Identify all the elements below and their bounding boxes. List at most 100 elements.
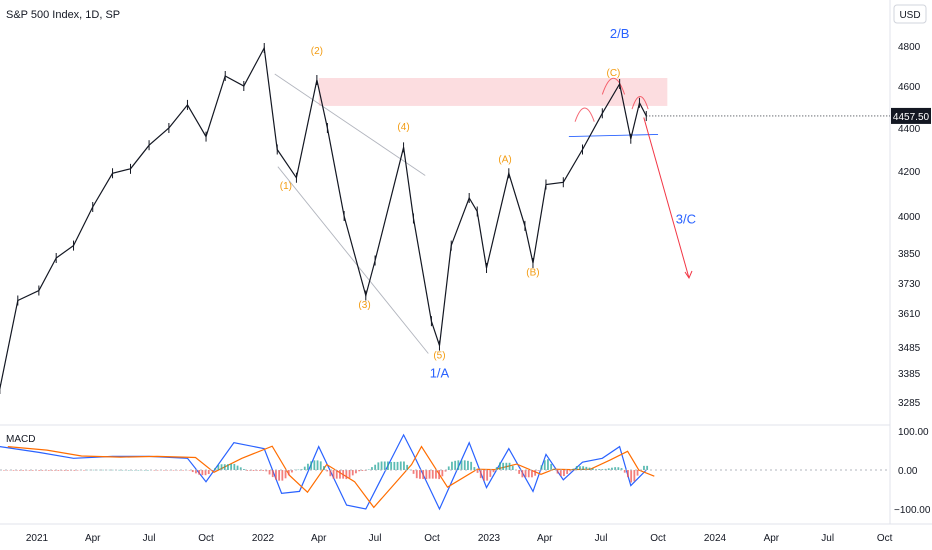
macd-histogram-bar: [3, 470, 5, 471]
macd-histogram-bar: [572, 468, 575, 470]
macd-histogram-bar: [220, 464, 223, 470]
macd-histogram-bar: [422, 470, 425, 479]
macd-histogram-bar: [246, 470, 249, 471]
macd-histogram-bar: [499, 462, 501, 470]
time-tick: Oct: [877, 533, 893, 544]
macd-histogram-bar: [204, 470, 207, 476]
macd-histogram-bar: [188, 470, 191, 471]
macd-histogram-bar: [521, 470, 524, 478]
macd-axis-labels: 100.00 0.00 −100.00: [0, 427, 931, 516]
time-tick: Jul: [821, 533, 834, 544]
macd-histogram-bar: [620, 468, 623, 470]
macd-histogram-bar: [271, 470, 274, 478]
macd-histogram-bar: [483, 470, 485, 481]
macd-histogram-bar: [518, 470, 521, 474]
macd-histogram-bar: [73, 470, 76, 471]
macd-histogram-bar: [275, 470, 277, 480]
macd-histogram-bar: [419, 470, 421, 479]
price-tick: 3730: [898, 279, 921, 290]
macd-histogram-bar: [479, 470, 482, 479]
time-tick: Oct: [198, 533, 214, 544]
head-arc: [601, 77, 626, 95]
price-series-layer: [0, 43, 647, 394]
macd-histogram-bar: [108, 469, 111, 471]
macd-histogram-bar: [569, 470, 572, 472]
macd-histogram-bar: [252, 470, 255, 471]
macd-histogram-bar: [287, 470, 290, 476]
macd-histogram-bar: [223, 464, 226, 470]
macd-histogram-bar: [28, 470, 31, 471]
macd-histogram-bar: [217, 464, 220, 470]
wave-label: (1): [280, 181, 292, 192]
macd-histogram-bar: [284, 470, 287, 479]
time-tick: Apr: [311, 533, 327, 544]
macd-histogram-bar: [534, 470, 537, 476]
macd-histogram-bar: [265, 470, 268, 472]
macd-histogram-bar: [22, 470, 25, 471]
wave-label: (4): [397, 122, 409, 133]
macd-histogram-bar: [342, 470, 345, 479]
macd-histogram-bar: [390, 461, 393, 470]
macd-histogram-bar: [12, 470, 15, 471]
macd-histogram-bar: [550, 463, 553, 470]
macd-histogram-bar: [63, 470, 66, 471]
macd-histogram-bar: [102, 469, 105, 471]
macd-histogram-bar: [127, 470, 130, 471]
macd-histogram-bar: [310, 461, 313, 470]
macd-histogram-bar: [428, 470, 431, 479]
macd-histogram-bar: [38, 470, 41, 471]
currency-button[interactable]: USD: [893, 4, 927, 24]
price-tick: 4000: [898, 212, 921, 223]
macd-histogram-bar: [575, 466, 578, 470]
signal-line: [7, 445, 655, 509]
macd-histogram-bar: [143, 470, 146, 471]
macd-histogram-bar: [281, 470, 284, 481]
macd-histogram-bar: [444, 470, 447, 472]
macd-tick: 0.00: [898, 466, 918, 477]
left-shoulder-arc: [574, 107, 595, 122]
macd-histogram-bar: [163, 470, 165, 471]
macd-line: [0, 433, 647, 511]
macd-histogram-bar: [559, 470, 562, 477]
macd-histogram-bar: [118, 469, 121, 471]
macd-histogram-bar: [47, 470, 50, 471]
macd-histogram-bar: [473, 467, 476, 470]
macd-histogram-bar: [489, 470, 492, 477]
wave-label: (A): [498, 154, 511, 165]
macd-histogram-bar: [92, 469, 95, 471]
macd-histogram-bar: [291, 470, 293, 473]
macd-histogram-bar: [470, 461, 473, 470]
macd-histogram-bar: [383, 461, 386, 470]
macd-histogram-bar: [454, 460, 457, 470]
macd-histogram-bar: [393, 461, 396, 470]
macd-histogram-bar: [172, 470, 175, 471]
time-tick: Jul: [595, 533, 608, 544]
macd-histogram-bar: [425, 470, 428, 480]
macd-histogram-bar: [531, 470, 533, 478]
macd-histogram-bar: [19, 470, 21, 471]
macd-histogram-bar: [329, 470, 332, 477]
macd-histogram-bar: [636, 470, 639, 476]
macd-histogram-bar: [303, 466, 306, 470]
macd-histogram-bar: [31, 470, 34, 471]
macd-histogram-bar: [588, 467, 591, 470]
macd-histogram-bar: [313, 460, 316, 470]
macd-histogram-bar: [198, 470, 201, 475]
macd-histogram-bar: [486, 470, 489, 481]
macd-histogram-bar: [396, 461, 399, 470]
right-shoulder-arc: [631, 96, 649, 110]
macd-histogram-bar: [355, 470, 357, 474]
macd-layer: [0, 433, 655, 511]
macd-histogram-bar: [335, 470, 338, 479]
trendlines-layer: [274, 73, 693, 354]
macd-histogram-bar: [227, 464, 229, 470]
wave-labels-layer: (1) (2) (3) (4) (5) 1/A (A) (B) (C) 2/B 3/C: [280, 26, 696, 380]
chart-title: S&P 500 Index, 1D, SP: [6, 9, 120, 21]
macd-histogram-bar: [614, 467, 617, 470]
macd-histogram-bar: [399, 461, 402, 470]
macd-tick: 100.00: [898, 427, 929, 438]
time-tick: 2023: [478, 533, 501, 544]
time-tick: Apr: [764, 533, 780, 544]
macd-histogram-bar: [377, 462, 380, 470]
